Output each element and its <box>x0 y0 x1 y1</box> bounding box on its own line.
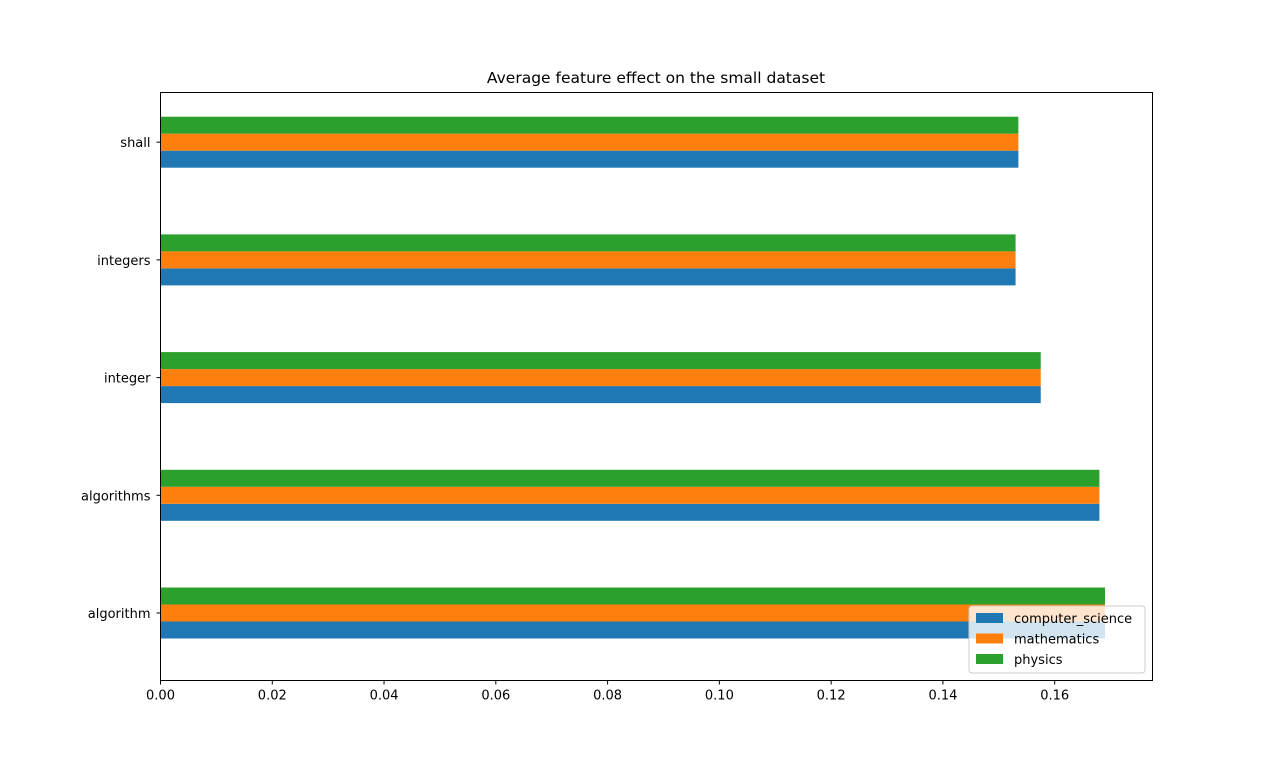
bar-mathematics-integers <box>160 251 1016 269</box>
x-tick-label: 0.14 <box>928 689 957 704</box>
x-tick-label: 0.08 <box>593 689 622 704</box>
y-tick-label: shall <box>120 136 150 151</box>
bar-mathematics-shall <box>160 133 1019 151</box>
x-tick-label: 0.12 <box>817 689 846 704</box>
bar-physics-algorithms <box>160 469 1100 487</box>
legend-swatch-mathematics <box>976 633 1003 644</box>
legend-box <box>968 605 1146 674</box>
bar-physics-integer <box>160 352 1041 370</box>
y-tick-label: integers <box>97 254 151 269</box>
legend-swatch-computer-science <box>976 613 1003 623</box>
legend: computer_science mathematics physics <box>968 605 1146 674</box>
plot-frame <box>160 92 1153 681</box>
x-tick-label: 0.04 <box>370 689 399 704</box>
legend-swatch-physics <box>976 654 1003 664</box>
bar-computer-science-integer <box>160 386 1041 404</box>
bar-computer-science-shall <box>160 150 1019 168</box>
bar-physics-algorithm <box>160 587 1105 605</box>
bar-computer-science-algorithm <box>160 621 1105 639</box>
x-tick-label: 0.00 <box>146 689 175 704</box>
legend-label-mathematics: mathematics <box>1014 633 1099 648</box>
bars-layer <box>160 116 1105 639</box>
y-tick-label: integer <box>104 372 151 387</box>
bar-mathematics-algorithms <box>160 486 1100 504</box>
x-tick-label: 0.10 <box>705 689 734 704</box>
y-tick-label: algorithms <box>81 489 151 504</box>
y-axis: algorithm algorithms integer integers shall <box>81 136 161 622</box>
chart-title: Average feature effect on the small data… <box>487 69 825 87</box>
legend-label-physics: physics <box>1014 653 1063 668</box>
x-tick-label: 0.16 <box>1040 689 1069 704</box>
y-tick-label: algorithm <box>88 607 151 622</box>
x-tick-label: 0.06 <box>481 689 510 704</box>
bar-physics-shall <box>160 116 1019 134</box>
bar-computer-science-integers <box>160 268 1016 286</box>
bar-mathematics-algorithm <box>160 604 1105 622</box>
bar-physics-integers <box>160 234 1016 252</box>
x-axis: 0.00 0.02 0.04 0.06 0.08 0.10 0.12 0.14 0.16 <box>146 680 1069 704</box>
bar-computer-science-algorithms <box>160 503 1100 521</box>
x-tick-label: 0.02 <box>258 689 287 704</box>
bar-mathematics-integer <box>160 369 1041 387</box>
legend-label-computer-science: computer_science <box>1014 612 1132 627</box>
